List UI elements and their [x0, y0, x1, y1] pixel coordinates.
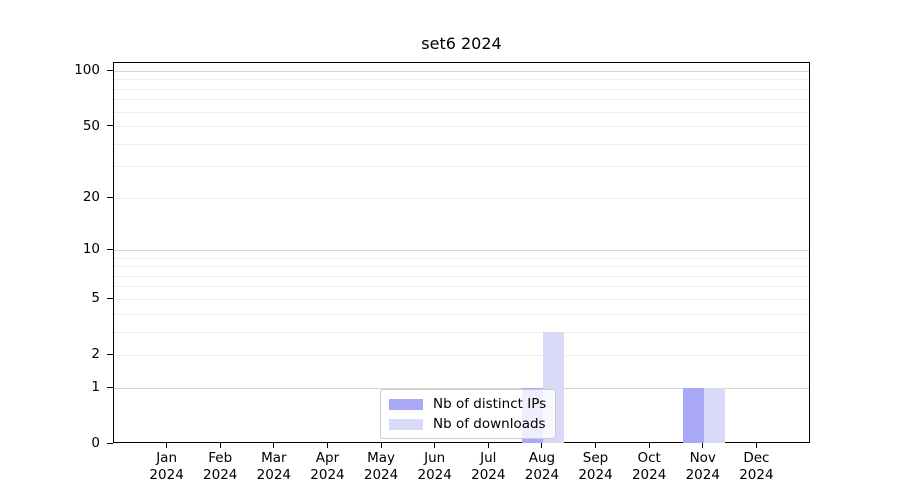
- y-tick-mark: [107, 297, 113, 299]
- x-tick-label-sep: Sep 2024: [578, 450, 613, 483]
- gridline: [114, 99, 809, 101]
- x-tick-label-feb: Feb 2024: [203, 450, 238, 483]
- y-tick-label: 100: [74, 62, 100, 79]
- y-tick-label: 10: [82, 241, 100, 258]
- gridline: [114, 249, 809, 251]
- bar-distinct-ips-nov: [682, 388, 704, 443]
- gridline: [114, 286, 809, 288]
- x-tick-mark: [702, 443, 704, 448]
- x-tick-label-aug: Aug 2024: [524, 450, 560, 483]
- gridline: [114, 197, 809, 199]
- x-tick-mark: [434, 443, 436, 448]
- y-tick-label: 20: [82, 189, 100, 206]
- gridline: [114, 70, 809, 72]
- x-tick-mark: [755, 443, 757, 448]
- gridline: [114, 143, 809, 145]
- chart-title: set6 2024: [421, 34, 502, 53]
- y-tick-label: 1: [91, 379, 100, 396]
- y-tick-label: 0: [91, 435, 100, 451]
- legend-label-downloads: Nb of downloads: [433, 416, 546, 432]
- x-tick-mark: [326, 443, 328, 448]
- x-tick-label-may: May 2024: [363, 450, 399, 483]
- legend-item-distinct-ips: Nb of distinct IPs: [389, 394, 546, 414]
- x-tick-mark: [273, 443, 275, 448]
- gridline: [114, 354, 809, 356]
- x-tick-mark: [648, 443, 650, 448]
- gridline: [114, 313, 809, 315]
- legend-swatch-downloads: [389, 418, 423, 430]
- y-tick-mark: [107, 196, 113, 198]
- y-tick-label: 2: [91, 346, 100, 363]
- gridline: [114, 387, 809, 389]
- legend-item-downloads: Nb of downloads: [389, 414, 546, 434]
- y-tick-mark: [107, 125, 113, 127]
- y-tick-label: 50: [82, 117, 100, 134]
- x-tick-mark: [487, 443, 489, 448]
- x-tick-mark: [595, 443, 597, 448]
- x-tick-mark: [541, 443, 543, 448]
- gridline: [114, 257, 809, 259]
- legend: Nb of distinct IPs Nb of downloads: [380, 389, 557, 439]
- plot-area: Nb of distinct IPs Nb of downloads: [113, 62, 810, 443]
- x-tick-mark: [380, 443, 382, 448]
- y-tick-mark: [107, 442, 113, 444]
- legend-swatch-distinct-ips: [389, 398, 423, 410]
- gridline: [114, 88, 809, 90]
- y-tick-mark: [107, 248, 113, 250]
- x-tick-mark: [219, 443, 221, 448]
- gridline: [114, 166, 809, 168]
- y-tick-mark: [107, 353, 113, 355]
- x-tick-label-apr: Apr 2024: [310, 450, 345, 483]
- gridline: [114, 266, 809, 268]
- x-tick-label-jun: Jun 2024: [417, 450, 452, 483]
- x-tick-label-jan: Jan 2024: [149, 450, 184, 483]
- y-tick-label: 5: [91, 290, 100, 307]
- x-tick-label-nov: Nov 2024: [685, 450, 720, 483]
- gridline: [114, 79, 809, 81]
- legend-label-distinct-ips: Nb of distinct IPs: [433, 396, 547, 412]
- x-tick-label-oct: Oct 2024: [631, 450, 667, 483]
- x-tick-label-mar: Mar 2024: [256, 450, 292, 483]
- x-tick-label-dec: Dec 2024: [739, 450, 774, 483]
- gridline: [114, 298, 809, 300]
- gridline: [114, 111, 809, 113]
- gridline: [114, 275, 809, 277]
- x-tick-mark: [166, 443, 168, 448]
- bar-downloads-nov: [703, 388, 725, 443]
- x-tick-label-jul: Jul 2024: [471, 450, 506, 483]
- gridline: [114, 331, 809, 333]
- gridline: [114, 126, 809, 128]
- y-tick-mark: [107, 386, 113, 388]
- y-tick-mark: [107, 69, 113, 71]
